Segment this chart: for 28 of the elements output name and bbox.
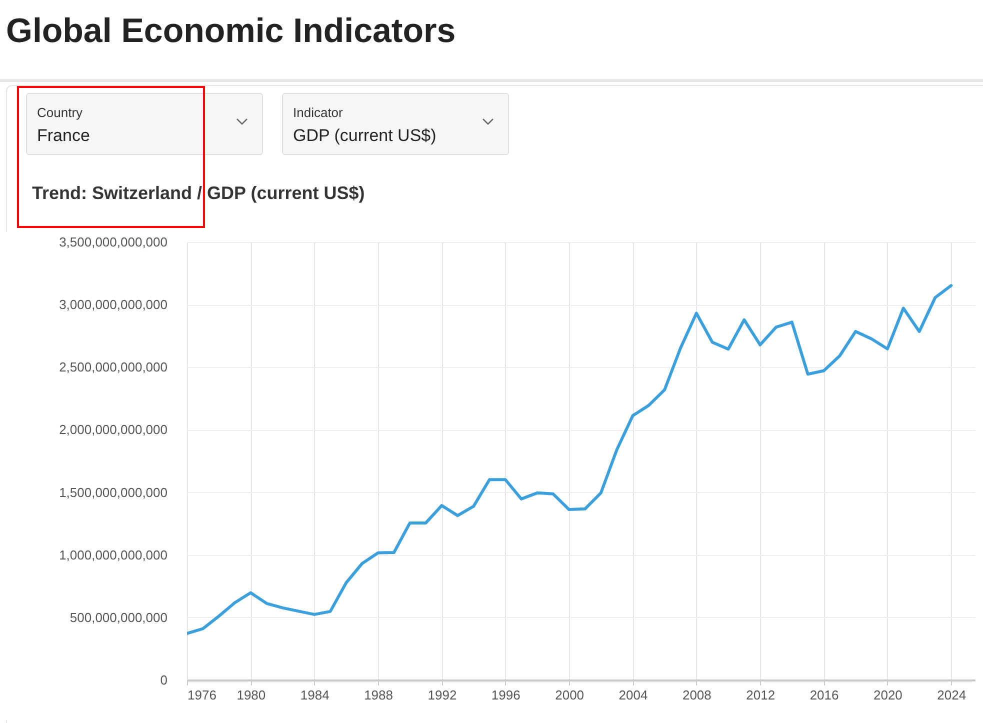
- x-tick-label: 2024: [937, 688, 966, 702]
- x-tick-label: 1984: [300, 688, 330, 702]
- text: Indicator: [293, 105, 343, 120]
- x-tick-label: 1988: [364, 688, 393, 702]
- y-tick-label: 2,500,000,000,000: [59, 360, 168, 375]
- text: France: [37, 126, 90, 146]
- x-tick-label: 1996: [491, 688, 520, 702]
- x-tick-label: 2004: [618, 688, 648, 702]
- y-tick-label: 1,500,000,000,000: [59, 484, 168, 500]
- text: Country: [37, 105, 83, 120]
- x-tick-label: 2000: [555, 688, 584, 702]
- text: GDP (current US$): [293, 126, 436, 146]
- chart-subtitle: Trend: Switzerland / GDP (current US$): [32, 183, 365, 204]
- y-tick-label: 3,000,000,000,000: [59, 297, 168, 312]
- x-tick-label: 2008: [682, 688, 712, 702]
- x-tick-label: 1976: [188, 688, 216, 702]
- y-tick-label: 2,000,000,000,000: [59, 422, 168, 438]
- x-tick-label: 2012: [746, 688, 776, 702]
- x-tick-label: 2020: [873, 688, 902, 702]
- y-tick-label: 0: [160, 672, 168, 688]
- y-tick-label: 500,000,000,000: [70, 610, 168, 625]
- y-tick-label: 3,500,000,000,000: [59, 234, 168, 250]
- chart-title: Global Economic Indicators: [6, 12, 456, 51]
- x-tick-label: 1992: [428, 688, 457, 702]
- x-tick-label: 2016: [810, 688, 839, 702]
- y-tick-label: 1,000,000,000,000: [59, 547, 168, 562]
- x-tick-label: 1980: [236, 688, 266, 702]
- line-series: [187, 284, 953, 635]
